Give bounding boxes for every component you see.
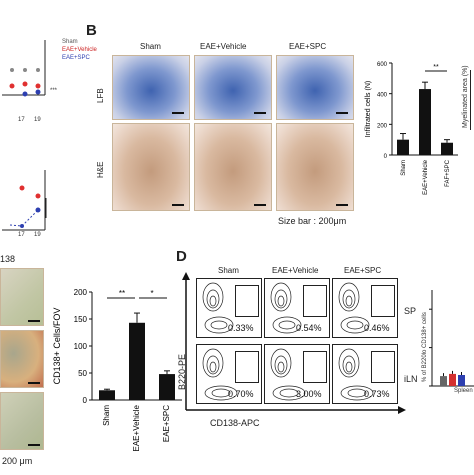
- facs-sp-sham: [196, 278, 262, 338]
- y-tick-label: 0: [83, 396, 88, 405]
- bar: [441, 142, 453, 155]
- facs-axes: [182, 272, 406, 414]
- col-vehicle-d: EAE+Vehicle: [272, 266, 319, 275]
- row-he: H&E: [96, 161, 105, 178]
- sig-label-2: *: [150, 289, 153, 298]
- cd138-image-vehicle: [0, 330, 44, 388]
- col-spc-d: EAE+SPC: [344, 266, 382, 275]
- spleen-chart-svg: [429, 290, 474, 387]
- cd138-image-spc: [0, 392, 44, 450]
- lfb-image-vehicle: [194, 55, 272, 120]
- tick-17-a: 17: [18, 117, 25, 123]
- y-axis-label: Infiltrated cells (N): [365, 81, 372, 137]
- y-tick-label: 600: [377, 62, 388, 68]
- panel-a-line-plots: [2, 40, 47, 231]
- x-tick-label: EAE+Vehicle: [132, 404, 141, 451]
- facs-sp-vehicle: [264, 278, 330, 338]
- legend-sham: Sham: [62, 39, 78, 45]
- row-lfb: LFB: [96, 88, 105, 103]
- tick-17-b: 17: [18, 232, 25, 238]
- scale-label-c: 200 μm: [2, 456, 33, 466]
- x-tick-label: EAE+SPC: [162, 405, 171, 442]
- row-iln-label: iLN: [404, 374, 418, 384]
- facs-iln-spc: [332, 344, 398, 404]
- tick-19-a: 19: [34, 117, 41, 123]
- spleen-bar-chart: [418, 280, 474, 410]
- panel-a-partial: [0, 20, 60, 255]
- col-vehicle-b: EAE+Vehicle: [200, 42, 247, 51]
- panel-c-label: 138: [0, 254, 16, 264]
- col-sham-d: Sham: [218, 266, 239, 275]
- facs-sp-spc: [332, 278, 398, 338]
- bar: [129, 322, 145, 400]
- bar: [397, 139, 409, 155]
- bar: [440, 376, 447, 386]
- lfb-image-sham: [112, 55, 190, 120]
- y-tick-label: 200: [74, 288, 88, 297]
- facs-iln-vehicle: [264, 344, 330, 404]
- infiltrated-chart-svg: 0 200 400 600 Sham EAE+Vehicle FAF+SPC Infiltra…: [365, 62, 458, 195]
- x-tick-label: Sham: [102, 405, 111, 426]
- y-tick-label: 100: [74, 342, 88, 351]
- cd138-image-sham: [0, 268, 44, 326]
- cd138-chart-svg: 0 50 100 150 200 Sham EAE+Vehicle EAE+SPC CD138+…: [52, 288, 182, 451]
- panel-d-letter: D: [176, 248, 187, 265]
- x-tick-label: Sham: [401, 160, 407, 176]
- myelinated-axis: [470, 70, 471, 130]
- y-tick-label: 150: [74, 315, 88, 324]
- bar: [449, 373, 456, 386]
- pct-iln-spc: 0.73%: [364, 389, 390, 399]
- size-bar-label: Size bar : 200μm: [278, 216, 347, 226]
- cd138-bar-chart: 0 50 100 150 200 Sham EAE+Vehicle EAE+SPC CD138+…: [52, 280, 187, 470]
- pct-sp-sham: 0.33%: [228, 323, 254, 333]
- myelinated-area-label: Myelinated area (%): [462, 65, 469, 128]
- stars-label: ***: [50, 88, 58, 94]
- he-image-spc: [276, 123, 354, 211]
- bar: [159, 374, 175, 400]
- pct-sp-vehicle: 0.54%: [296, 323, 322, 333]
- spleen-ylabel: % of B220lo CD138+ cells: [422, 312, 428, 382]
- facs-iln-sham: [196, 344, 262, 404]
- bar: [458, 375, 465, 386]
- tick-19-b: 19: [34, 232, 41, 238]
- y-tick-label: 200: [377, 123, 388, 129]
- y-tick-label: 400: [377, 93, 388, 99]
- col-spc-b: EAE+SPC: [289, 42, 327, 51]
- sig-label-1: **: [119, 289, 125, 298]
- y-tick-label: 0: [384, 154, 388, 160]
- x-axis-label: CD138-APC: [210, 418, 260, 428]
- sig-label: **: [433, 64, 439, 71]
- infiltrated-bar-chart: 0 200 400 600 Sham EAE+Vehicle FAF+SPC Infiltra…: [362, 45, 462, 215]
- lfb-image-spc: [276, 55, 354, 120]
- he-image-sham: [112, 123, 190, 211]
- row-sp-label: SP: [404, 306, 417, 316]
- he-image-vehicle: [194, 123, 272, 211]
- panel-b-letter: B: [86, 22, 97, 39]
- bar: [99, 390, 115, 400]
- spleen-xlabel: Spleen: [454, 388, 473, 394]
- y-axis-label: B220-PE: [177, 353, 187, 390]
- pct-iln-vehicle: 3.00%: [296, 389, 322, 399]
- y-axis-label: CD138+ Cells/FOV: [52, 308, 62, 385]
- bar: [419, 89, 431, 155]
- y-tick-label: 50: [78, 369, 87, 378]
- legend-eae-vehicle: EAE+Vehicle: [62, 47, 97, 53]
- legend-eae-spc: EAE+SPC: [62, 55, 90, 61]
- x-tick-label: FAF+SPC: [445, 159, 451, 187]
- pct-sp-spc: 0.46%: [364, 323, 390, 333]
- col-sham-b: Sham: [140, 42, 161, 51]
- pct-iln-sham: 0.70%: [228, 389, 254, 399]
- x-tick-label: EAE+Vehicle: [423, 159, 429, 195]
